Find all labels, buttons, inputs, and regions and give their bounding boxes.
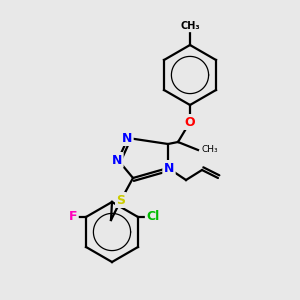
Text: N: N <box>164 161 174 175</box>
Text: CH₃: CH₃ <box>201 146 217 154</box>
Text: Cl: Cl <box>146 211 160 224</box>
Text: N: N <box>112 154 122 166</box>
Text: O: O <box>185 116 195 128</box>
Text: F: F <box>69 211 77 224</box>
Text: N: N <box>122 131 132 145</box>
Text: CH₃: CH₃ <box>180 21 200 31</box>
Text: S: S <box>116 194 125 206</box>
